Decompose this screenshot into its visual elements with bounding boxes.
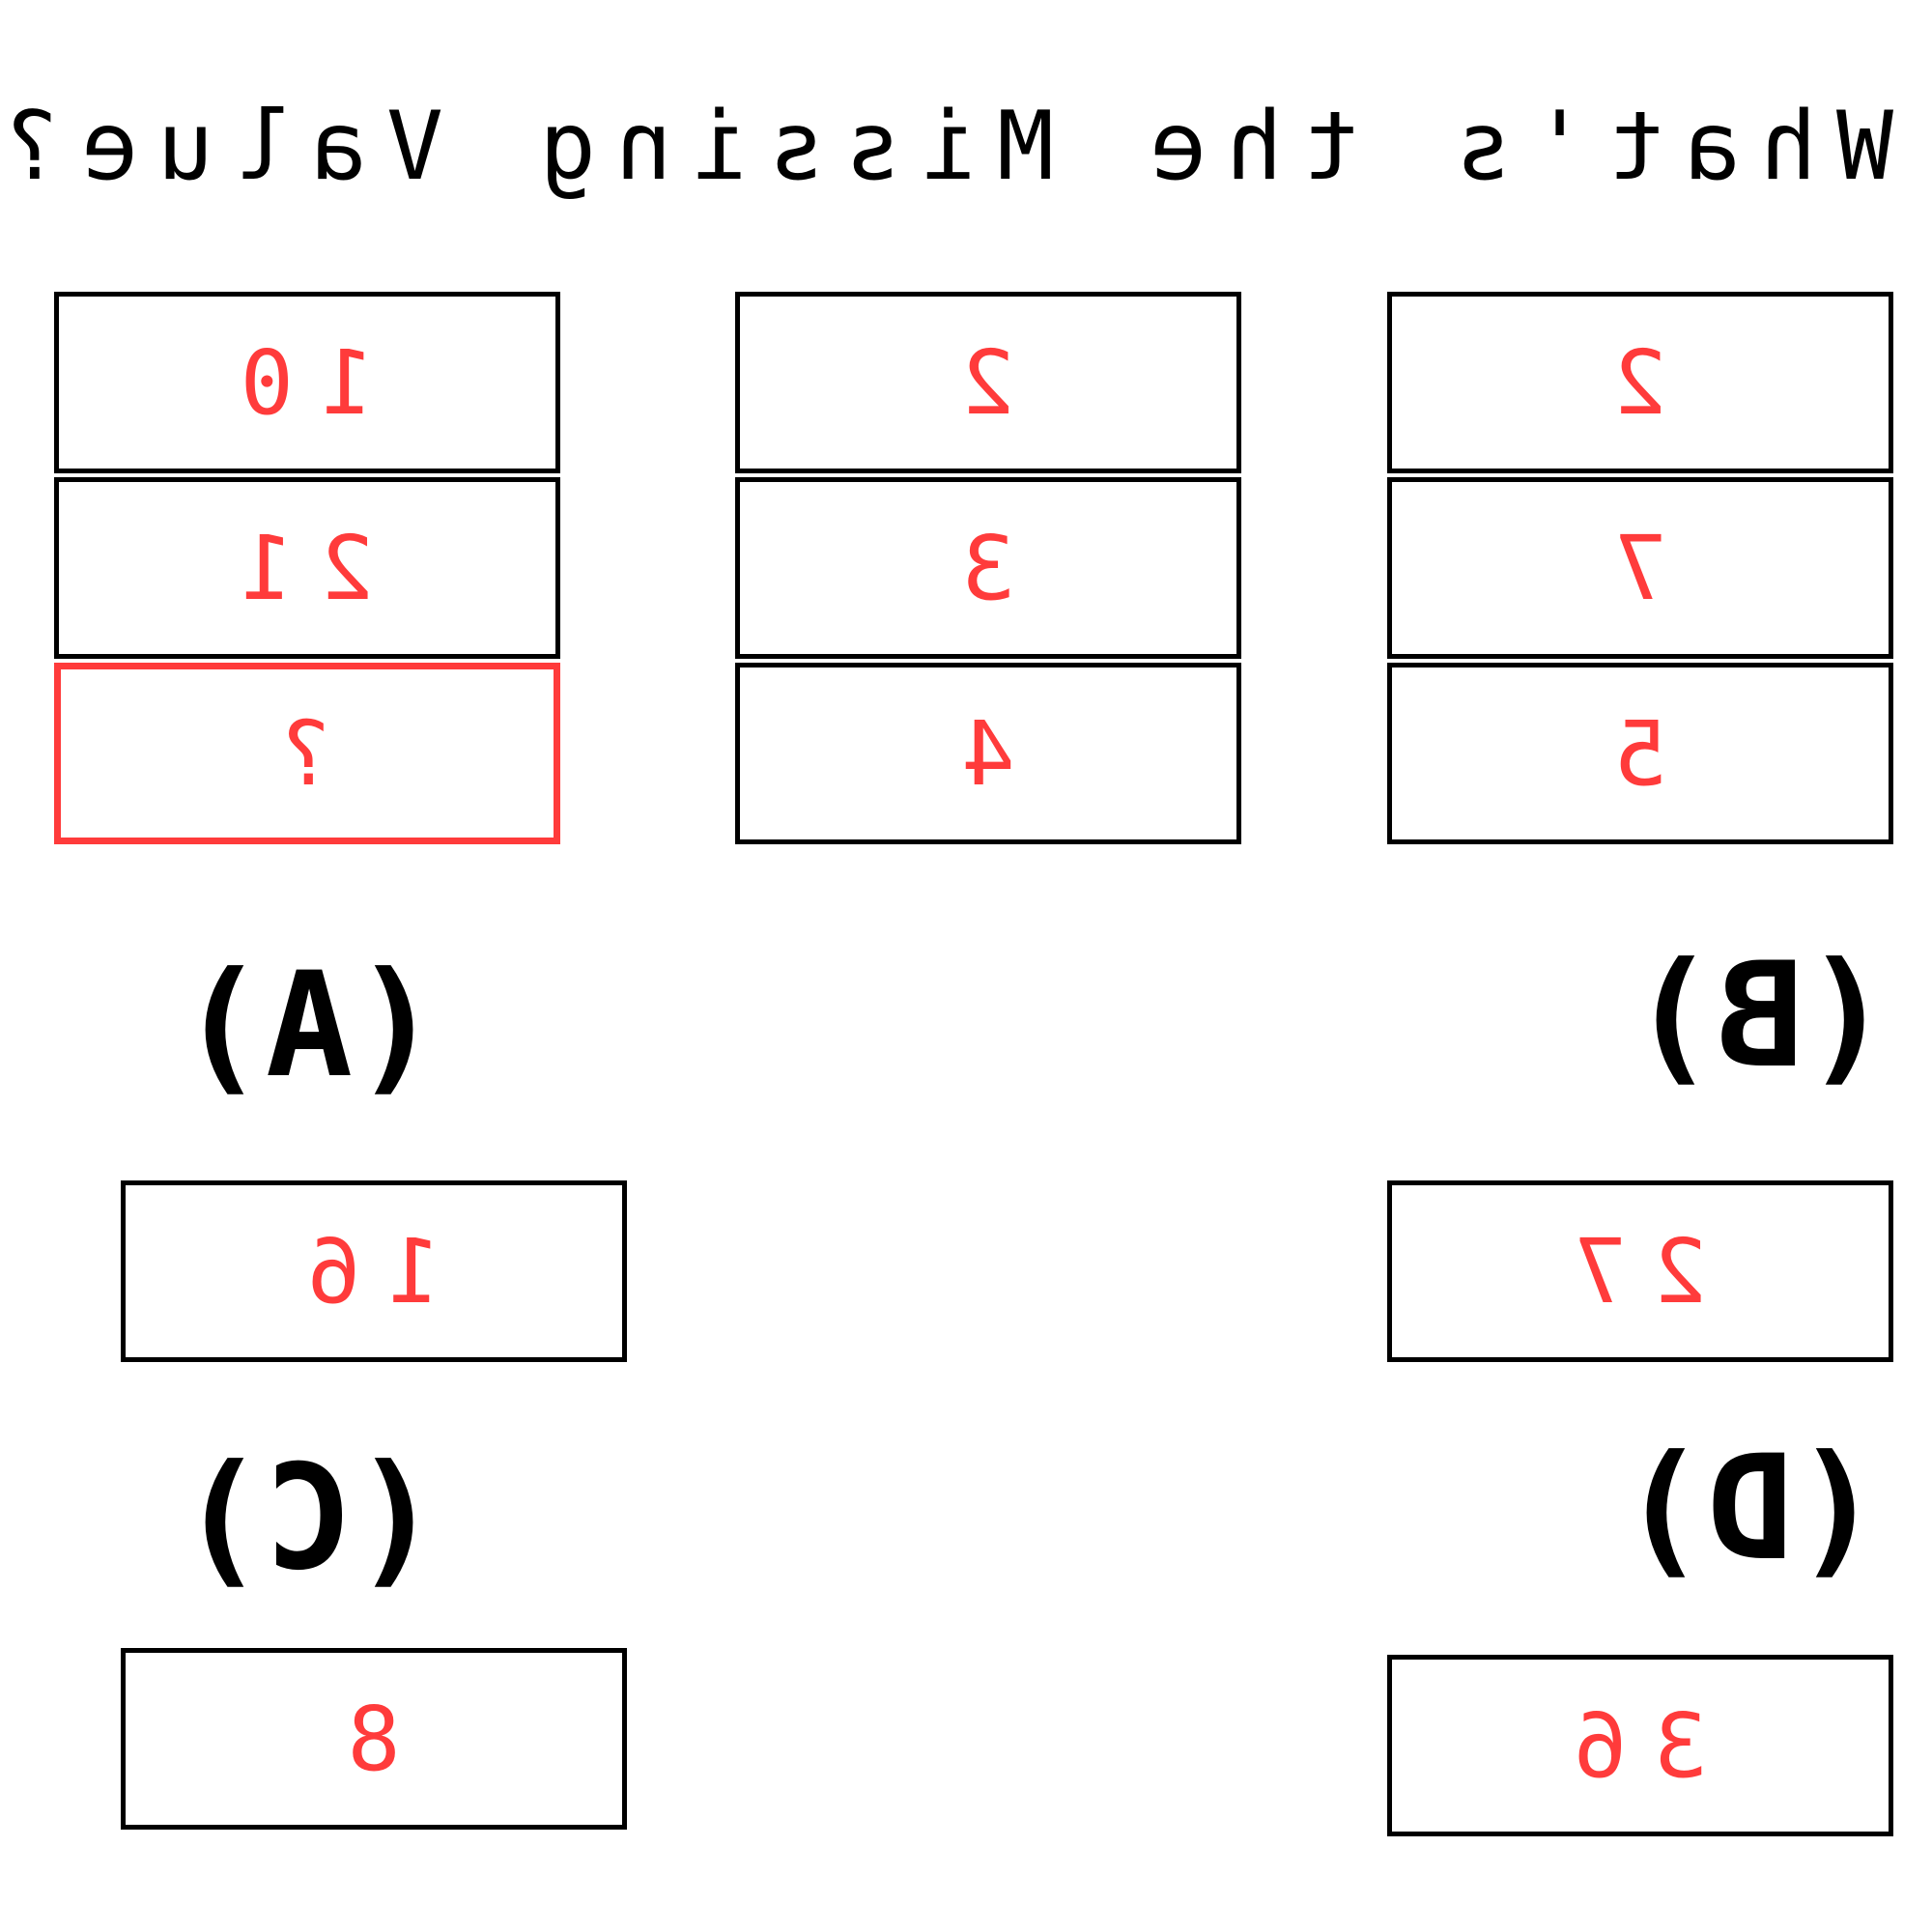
- column-1-cell-2: 7: [1387, 477, 1893, 659]
- cell-value: 7: [1586, 516, 1667, 620]
- option-b-value: 16: [279, 1219, 441, 1323]
- missing-value-cell: ?: [54, 663, 560, 844]
- option-d-label: (D): [1619, 1425, 1882, 1593]
- column-3-cell-2: 21: [54, 477, 560, 659]
- option-b-label: (B): [1629, 932, 1891, 1100]
- cell-value: 2: [1586, 330, 1667, 435]
- cell-value: 5: [1586, 701, 1667, 806]
- column-2-cell-1: 2: [735, 292, 1241, 473]
- option-c-box[interactable]: 36: [1387, 1655, 1893, 1836]
- option-c-value: 36: [1546, 1693, 1708, 1798]
- cell-value: 2: [934, 330, 1015, 435]
- cell-value: 21: [213, 516, 375, 620]
- cell-value: 4: [934, 701, 1015, 806]
- option-c-label: (C): [178, 1435, 440, 1603]
- cell-value: 10: [213, 330, 375, 435]
- column-2-cell-3: 4: [735, 663, 1241, 844]
- option-d-box[interactable]: 8: [121, 1648, 627, 1830]
- option-b-box[interactable]: 16: [121, 1180, 627, 1362]
- column-1-cell-3: 5: [1387, 663, 1893, 844]
- option-a-box[interactable]: 27: [1387, 1180, 1893, 1362]
- column-2-cell-2: 3: [735, 477, 1241, 659]
- missing-value-mark: ?: [253, 701, 334, 806]
- option-a-label: (A): [178, 942, 440, 1110]
- puzzle-title: What's the Missing Value?: [0, 92, 1893, 202]
- column-3-cell-1: 10: [54, 292, 560, 473]
- cell-value: 3: [934, 516, 1015, 620]
- option-d-value: 8: [320, 1687, 401, 1791]
- column-1-cell-1: 2: [1387, 292, 1893, 473]
- option-a-value: 27: [1546, 1219, 1708, 1323]
